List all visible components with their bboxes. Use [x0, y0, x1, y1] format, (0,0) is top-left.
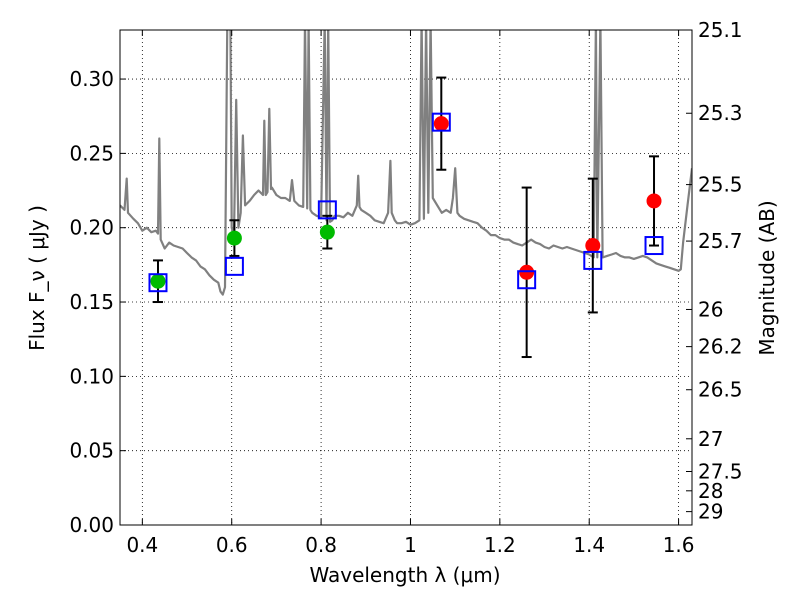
right-tick-label: 28: [698, 479, 723, 503]
y-axis-label: Flux F_ν ( μJy ): [25, 205, 49, 351]
x-axis-label: Wavelength λ (μm): [309, 563, 500, 587]
data-markers: [148, 112, 664, 293]
open-square-marker: [224, 256, 244, 276]
y-tick-label: 0.10: [69, 364, 114, 388]
x-tick-label: 1.2: [484, 533, 516, 557]
open-square-marker: [317, 200, 337, 220]
right-tick-label: 26: [698, 297, 723, 321]
y-tick-label: 0.30: [69, 67, 114, 91]
x-tick-label: 0.6: [216, 533, 248, 557]
y-axis-right-label: Magnitude (AB): [755, 200, 779, 355]
model-spectrum-line: [120, 30, 692, 296]
right-tick-label: 26.2: [698, 335, 743, 359]
filled-circle-marker: [585, 238, 601, 254]
y-tick-label: 0.25: [69, 141, 114, 165]
tick-labels: 0.4 0.6 0.8 1 1.2 1.4 1.6 0.00 0.05 0.10 0.15 0.20 0…: [69, 18, 742, 557]
open-square-marker: [517, 270, 537, 290]
right-tick-label: 25.3: [698, 101, 743, 125]
filled-circle-marker: [433, 116, 449, 132]
x-tick-label: 0.4: [126, 533, 158, 557]
open-square-marker: [644, 236, 664, 256]
filled-circle-marker: [150, 273, 166, 289]
filled-circle-marker: [319, 224, 335, 240]
right-tick-label: 26.5: [698, 378, 743, 402]
x-tick-label: 1.4: [573, 533, 605, 557]
filled-circle-marker: [646, 193, 662, 209]
model-spectrum: [120, 30, 692, 296]
y-tick-label: 0.15: [69, 290, 114, 314]
right-tick-label: 25.5: [698, 173, 743, 197]
y-tick-label: 0.05: [69, 439, 114, 463]
y-tick-label: 0.20: [69, 216, 114, 240]
filled-circle-marker: [226, 230, 242, 246]
open-square-marker: [583, 250, 603, 270]
right-tick-label: 27.5: [698, 459, 743, 483]
plot-frame: [119, 29, 693, 526]
axis-ticks: [120, 29, 692, 526]
x-tick-label: 0.8: [305, 533, 337, 557]
x-tick-label: 1.6: [663, 533, 695, 557]
open-square-marker: [431, 112, 451, 132]
open-square-marker: [148, 273, 168, 293]
x-tick-label: 1: [404, 533, 417, 557]
y-tick-label: 0.00: [69, 513, 114, 537]
filled-circle-marker: [519, 264, 535, 280]
right-tick-label: 29: [698, 500, 723, 524]
right-tick-label: 25.7: [698, 229, 743, 253]
right-tick-label: 27: [698, 427, 723, 451]
right-tick-label: 25.1: [698, 18, 743, 42]
